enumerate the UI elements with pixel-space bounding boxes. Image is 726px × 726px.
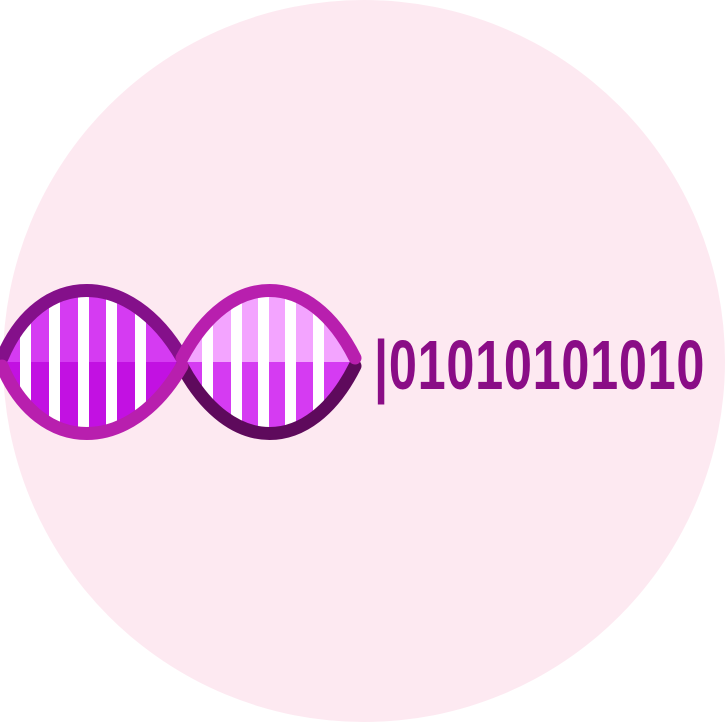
dna-strand-top-left [0, 284, 189, 365]
dna-strand-bottom-left [0, 359, 189, 440]
dna-rung [231, 293, 242, 432]
dna-rung [313, 293, 324, 432]
dna-rung [135, 293, 146, 432]
dna-right-rungs [202, 293, 324, 432]
dna-rung [20, 293, 31, 432]
dna-rung [285, 293, 296, 432]
dna-rung [106, 293, 117, 432]
binary-code-text: |01010101010 [374, 326, 706, 404]
dna-rung [49, 293, 60, 432]
dna-strand-top-right [175, 284, 362, 365]
dna-rung [258, 293, 269, 432]
dna-rung [202, 293, 213, 432]
dna-strand-bottom-right [175, 359, 362, 440]
dna-left-rungs [20, 293, 146, 432]
dna-rung [78, 293, 89, 432]
